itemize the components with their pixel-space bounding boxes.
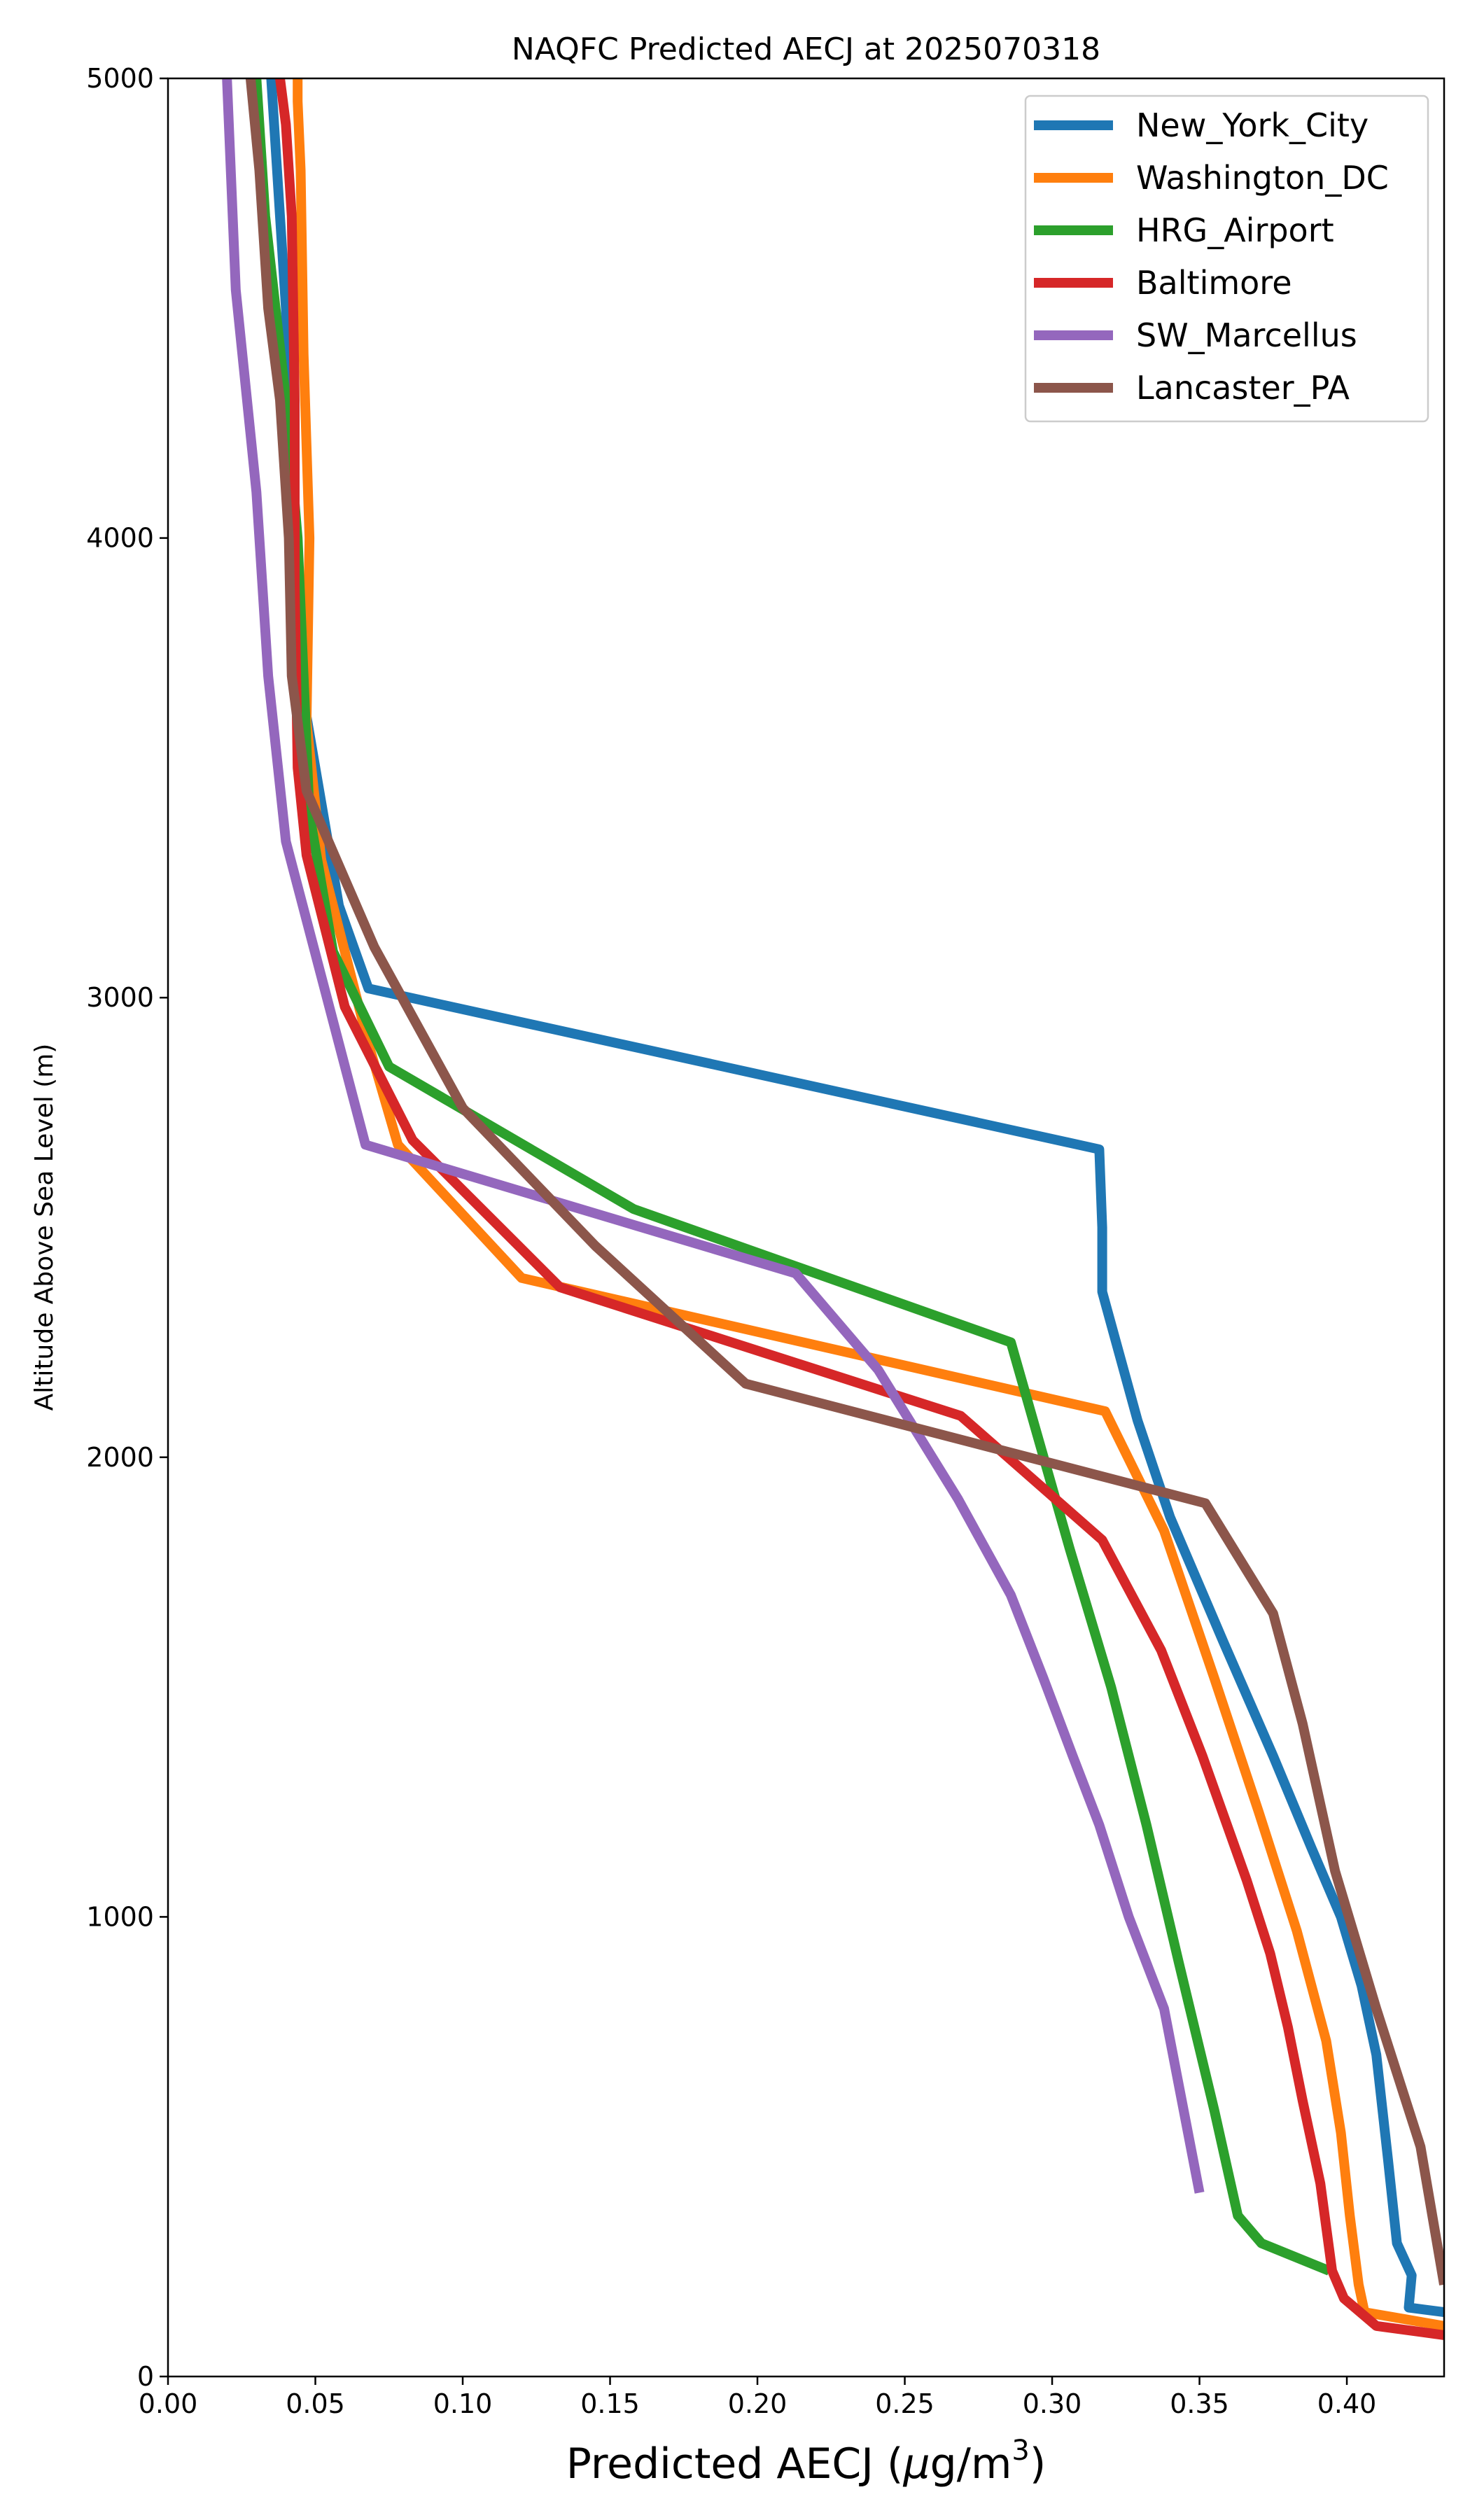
x-axis-title-superscript: 3	[1011, 2435, 1029, 2467]
series-line-lancaster-pa	[245, 78, 1444, 2286]
x-axis-title-unit: g/m	[930, 2440, 1012, 2488]
legend: New_York_City Washington_DC HRG_Airport Bal…	[1024, 94, 1429, 423]
legend-label-lancaster-pa: Lancaster_PA	[1136, 369, 1350, 407]
legend-label-hrg-airport: HRG_Airport	[1136, 211, 1334, 249]
x-axis-title-close: )	[1030, 2440, 1046, 2488]
y-tick-label: 4000	[86, 523, 154, 554]
y-tick-label: 3000	[86, 982, 154, 1013]
x-tick-label: 0.15	[580, 2388, 640, 2419]
x-tick-label: 0.20	[728, 2388, 788, 2419]
legend-label-new-york-city: New_York_City	[1136, 106, 1368, 144]
x-tick-label: 0.35	[1170, 2388, 1229, 2419]
y-axis: 0 1000 2000 3000 4000 5000	[86, 63, 168, 2392]
series-line-baltimore	[275, 78, 1444, 2340]
y-tick-label: 2000	[86, 1442, 154, 1473]
x-axis-title-base: Predicted AECJ (	[566, 2440, 904, 2488]
legend-label-sw-marcellus: SW_Marcellus	[1136, 316, 1357, 354]
x-tick-label: 0.25	[875, 2388, 934, 2419]
y-tick-label: 0	[137, 2361, 154, 2392]
x-axis-title: Predicted AECJ (μg/m3)	[566, 2435, 1046, 2488]
x-tick-label: 0.10	[433, 2388, 493, 2419]
legend-frame	[1024, 94, 1429, 423]
plot-area	[168, 78, 1444, 2376]
x-axis-title-mu: μ	[902, 2440, 930, 2488]
y-axis-title: Altitude Above Sea Level (m)	[30, 1044, 59, 1411]
x-tick-label: 0.30	[1023, 2388, 1082, 2419]
series-line-sw-marcellus	[222, 78, 1205, 2194]
legend-label-baltimore: Baltimore	[1136, 264, 1292, 302]
chart-title: NAQFC Predicted AECJ at 2025070318	[512, 31, 1100, 67]
x-tick-label: 0.40	[1317, 2388, 1377, 2419]
y-tick-label: 1000	[86, 1901, 154, 1932]
legend-label-washington-dc: Washington_DC	[1136, 159, 1389, 197]
series-line-washington-dc	[293, 78, 1444, 2331]
y-tick-label: 5000	[86, 63, 154, 94]
x-axis: 0.00 0.05 0.10 0.15 0.20 0.25 0.30 0.35 0.40	[139, 2376, 1377, 2419]
series-layer	[222, 78, 1444, 2340]
x-tick-label: 0.05	[286, 2388, 345, 2419]
plot-frame	[167, 77, 1446, 2378]
x-tick-label: 0.00	[139, 2388, 198, 2419]
legend-items: New_York_City Washington_DC HRG_Airport Bal…	[1034, 106, 1389, 407]
